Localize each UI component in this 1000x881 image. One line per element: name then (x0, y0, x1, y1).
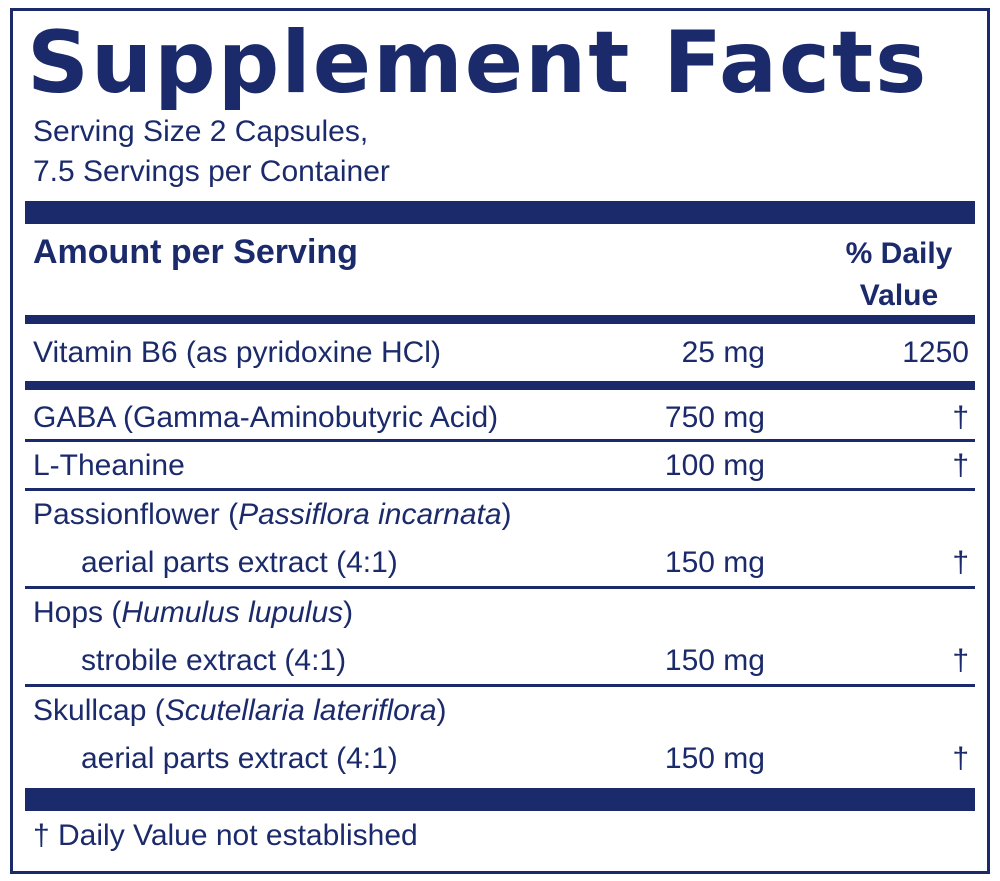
panel-title: Supplement Facts (27, 13, 929, 113)
latin-name: Scutellaria lateriflora (164, 694, 437, 727)
row-sub-passionflower: aerial parts extract (4:1) (81, 546, 398, 579)
row-name-hops: Hops (Humulus lupulus) (33, 596, 354, 629)
row-name-passionflower: Passionflower (Passiflora incarnata) (33, 498, 512, 531)
row-divider (25, 586, 975, 589)
latin-name: Humulus lupulus (121, 596, 344, 629)
vitamin-divider (25, 381, 975, 390)
row-amount-passionflower: 150 mg (664, 546, 765, 579)
row-name-gaba: GABA (Gamma-Aminobutyric Acid) (33, 401, 499, 434)
row-dv-skullcap: † (952, 742, 969, 775)
row-amount-skullcap: 150 mg (664, 742, 765, 775)
row-amount-l-theanine: 100 mg (664, 449, 765, 482)
thick-divider-top (25, 201, 975, 224)
row-dv-gaba: † (952, 401, 969, 434)
supplement-facts-panel: Supplement Facts Serving Size 2 Capsules… (10, 8, 990, 874)
thick-divider-bottom (25, 788, 975, 811)
row-name-vitamin-b6: Vitamin B6 (as pyridoxine HCl) (33, 336, 441, 369)
row-dv-hops: † (952, 644, 969, 677)
daily-value-header-line1: % Daily (845, 237, 953, 270)
serving-size: Serving Size 2 Capsules, (33, 115, 369, 148)
row-name-skullcap: Skullcap (Scutellaria lateriflora) (33, 694, 447, 727)
row-dv-passionflower: † (952, 546, 969, 579)
row-sub-hops: strobile extract (4:1) (81, 644, 347, 677)
header-divider (25, 315, 975, 324)
daily-value-header: % Daily Value (829, 233, 969, 317)
amount-per-serving-header: Amount per Serving (33, 233, 358, 271)
daily-value-header-line2: Value (859, 279, 939, 312)
row-divider (25, 684, 975, 687)
row-sub-skullcap: aerial parts extract (4:1) (81, 742, 398, 775)
row-name-l-theanine: L-Theanine (33, 449, 185, 482)
servings-per-container: 7.5 Servings per Container (33, 155, 390, 188)
row-divider (25, 439, 975, 442)
row-amount-hops: 150 mg (664, 644, 765, 677)
row-dv-vitamin-b6: 1250 (902, 336, 969, 369)
row-amount-vitamin-b6: 25 mg (681, 336, 765, 369)
row-divider (25, 488, 975, 491)
footnote: † Daily Value not established (33, 819, 418, 852)
row-dv-l-theanine: † (952, 449, 969, 482)
row-amount-gaba: 750 mg (664, 401, 765, 434)
latin-name: Passiflora incarnata (238, 498, 502, 531)
